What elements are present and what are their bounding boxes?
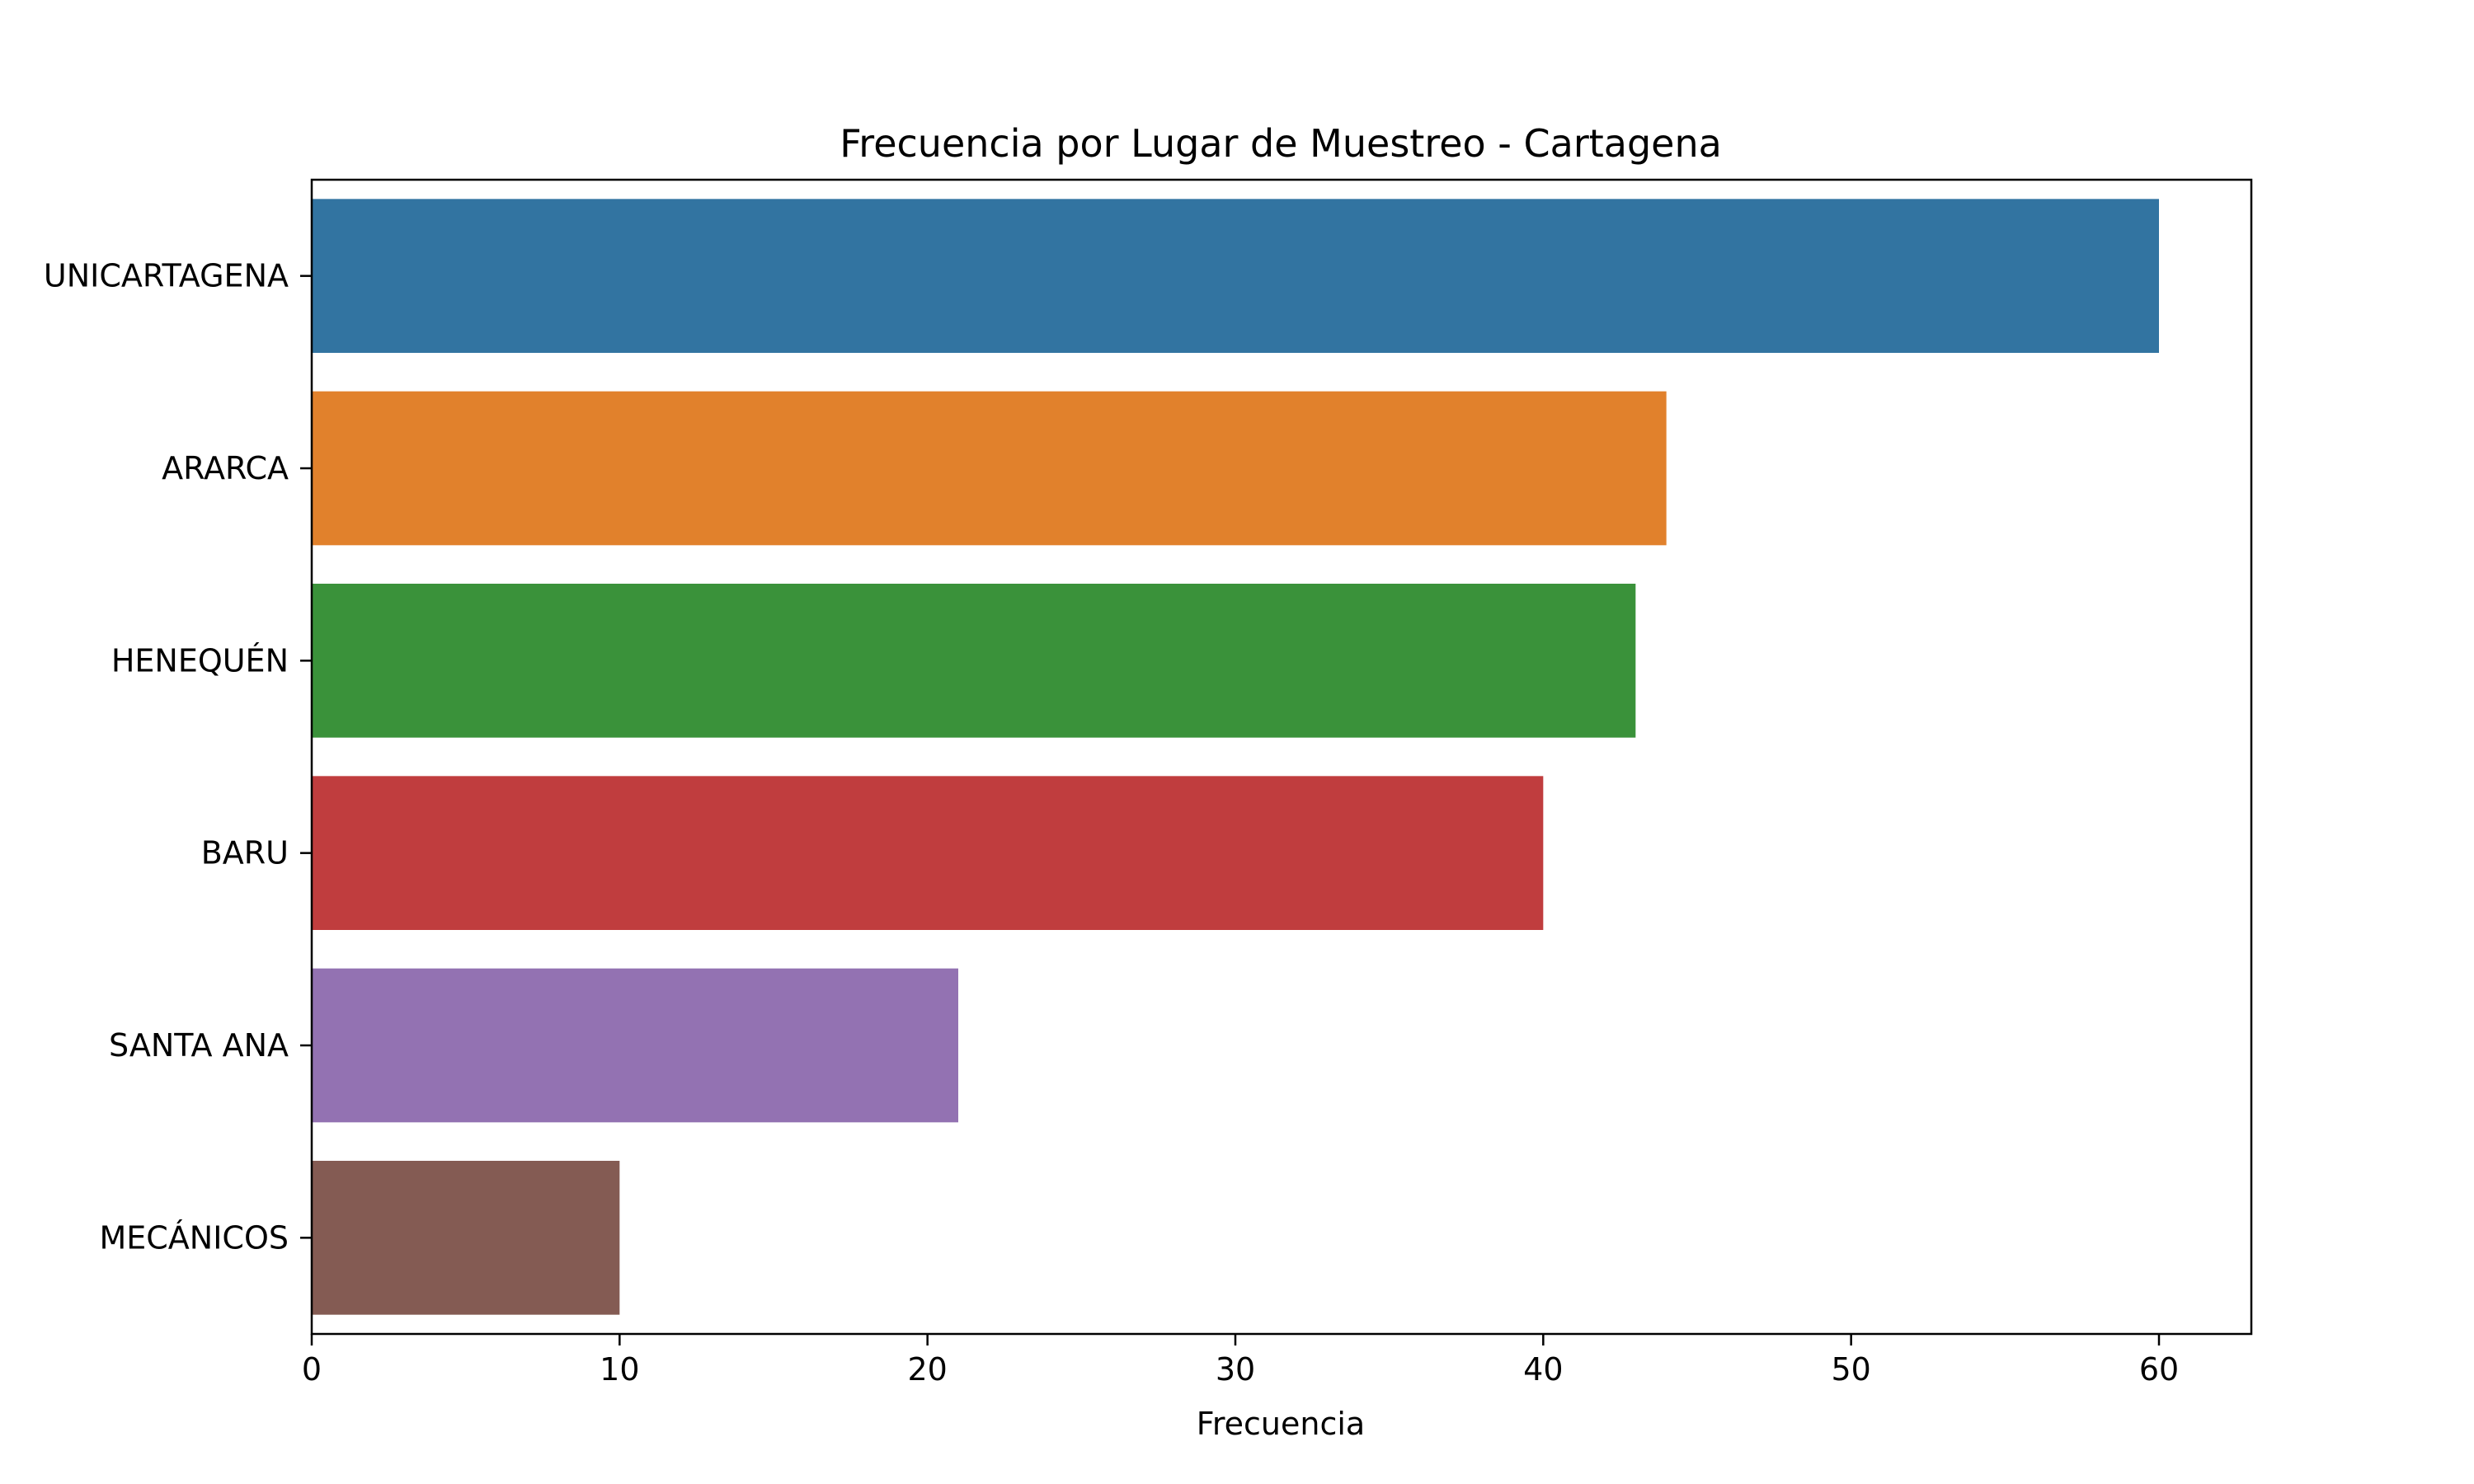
x-tick-label: 0 (302, 1351, 322, 1388)
bar-baru (312, 776, 1544, 930)
y-tick-label: HENEQUÉN (111, 642, 289, 679)
x-tick-label: 10 (600, 1351, 639, 1388)
bar-henequén (312, 584, 1636, 738)
y-tick-label: BARU (201, 835, 289, 871)
bar-santa-ana (312, 968, 958, 1123)
bar-unicartagena (312, 199, 2159, 353)
x-tick-label: 20 (907, 1351, 947, 1388)
x-axis: 0 10 20 30 40 50 60 (302, 1334, 2179, 1388)
y-axis: UNICARTAGENA ARARCA HENEQUÉN BARU SANTA ANA M… (44, 258, 312, 1256)
x-tick-label: 30 (1216, 1351, 1255, 1388)
plot-frame (310, 178, 2253, 1336)
x-tick-label: 40 (1523, 1351, 1563, 1388)
bar-ararca (312, 391, 1667, 546)
chart-title: Frecuencia por Lugar de Muestreo - Carta… (840, 121, 1722, 166)
y-tick-label: ARARCA (162, 450, 289, 486)
bars-group (312, 199, 2159, 1315)
x-tick-label: 60 (2139, 1351, 2179, 1388)
x-axis-label: Frecuencia (1197, 1406, 1365, 1442)
y-tick-label: UNICARTAGENA (44, 258, 289, 294)
bar-mecánicos (312, 1161, 620, 1315)
y-tick-label: SANTA ANA (109, 1027, 289, 1064)
x-tick-label: 50 (1831, 1351, 1870, 1388)
y-tick-label: MECÁNICOS (99, 1219, 289, 1256)
